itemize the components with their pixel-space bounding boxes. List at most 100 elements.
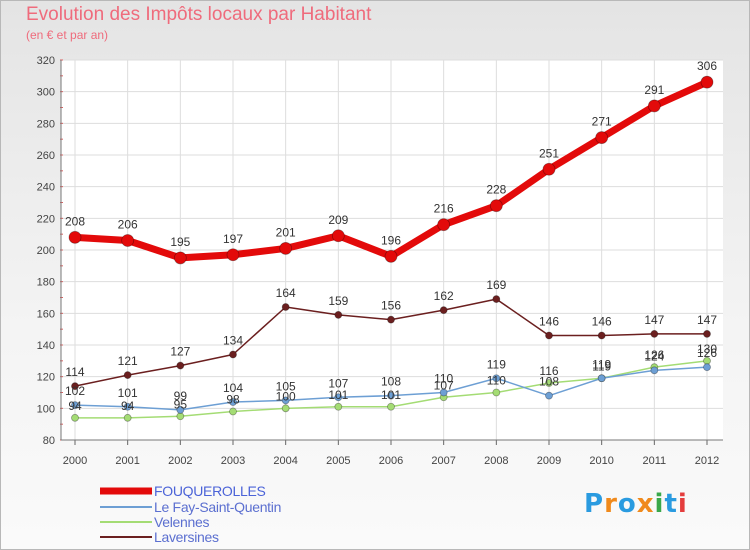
data-point <box>703 330 711 338</box>
x-tick-label: 2000 <box>63 455 87 467</box>
data-point <box>334 393 343 402</box>
data-label: 101 <box>118 386 138 400</box>
data-label: 306 <box>697 59 717 73</box>
data-label: 119 <box>592 357 611 371</box>
data-label: 94 <box>121 399 135 413</box>
data-point <box>387 391 395 400</box>
data-point <box>229 407 237 416</box>
data-label: 127 <box>170 345 190 359</box>
data-point <box>489 199 503 213</box>
data-point <box>492 374 501 383</box>
data-label: 116 <box>539 364 558 378</box>
logo-letter: t <box>664 489 678 519</box>
data-label: 104 <box>223 381 243 395</box>
data-label: 216 <box>434 202 454 216</box>
logo-letter: x <box>636 489 655 519</box>
data-label: 169 <box>486 278 506 292</box>
data-label: 110 <box>487 374 506 388</box>
data-point <box>71 382 79 391</box>
data-label: 146 <box>592 315 612 329</box>
data-point <box>700 75 714 89</box>
x-tick-label: 2004 <box>273 455 297 467</box>
data-label: 134 <box>223 334 243 348</box>
y-tick-label: 80 <box>43 435 55 447</box>
legend-label: Velennes <box>154 514 210 530</box>
data-point <box>545 391 553 400</box>
data-label: 100 <box>276 389 296 403</box>
x-tick-label: 2007 <box>431 455 455 467</box>
x-tick-label: 2011 <box>643 455 667 467</box>
data-label: 126 <box>697 346 717 360</box>
legend-label: Laversines <box>154 529 219 545</box>
data-point <box>650 330 659 338</box>
data-point <box>123 371 132 379</box>
data-point <box>647 99 661 113</box>
data-label: 201 <box>276 225 296 239</box>
data-label: 159 <box>328 294 348 308</box>
data-point <box>123 413 132 422</box>
data-label: 105 <box>276 379 296 393</box>
data-label: 162 <box>434 289 454 303</box>
data-label: 147 <box>644 313 664 327</box>
data-point <box>121 234 135 247</box>
data-label: 98 <box>226 393 240 407</box>
data-point <box>68 230 82 244</box>
data-point <box>279 242 293 255</box>
data-point <box>492 388 501 397</box>
logo-letter: r <box>604 489 618 519</box>
x-tick-label: 2001 <box>115 455 139 467</box>
y-tick-label: 160 <box>37 308 55 320</box>
data-label: 114 <box>65 365 84 379</box>
y-tick-label: 280 <box>37 118 55 130</box>
data-label: 251 <box>539 146 559 160</box>
data-point <box>595 131 609 144</box>
data-point <box>703 363 711 372</box>
data-point <box>173 251 187 265</box>
data-label: 102 <box>65 384 85 398</box>
data-point <box>176 361 185 370</box>
data-point <box>331 229 345 243</box>
data-label: 126 <box>644 348 664 362</box>
logo-letter: i <box>677 489 688 519</box>
data-point <box>387 315 395 324</box>
data-point <box>492 295 501 303</box>
data-label: 101 <box>381 388 401 402</box>
data-label: 119 <box>592 359 611 373</box>
logo-letter: P <box>584 489 605 519</box>
legend-label: Le Fay-Saint-Quentin <box>154 499 282 515</box>
chart-title: Evolution des Impôts locaux par Habitant <box>26 4 372 25</box>
data-label: 130 <box>697 342 717 356</box>
data-point <box>334 402 343 411</box>
x-tick-label: 2010 <box>589 455 613 467</box>
data-label: 196 <box>381 233 401 247</box>
data-label: 101 <box>328 388 348 402</box>
legend-label: FOUQUEROLLES <box>154 483 266 499</box>
x-tick-label: 2008 <box>484 455 508 467</box>
data-label: 99 <box>174 389 188 403</box>
data-point <box>226 248 240 262</box>
y-tick-label: 260 <box>37 150 55 162</box>
logo-letter: i <box>654 489 665 519</box>
data-label: 206 <box>118 218 138 232</box>
data-label: 119 <box>487 357 506 371</box>
data-label: 209 <box>328 213 348 227</box>
data-label: 164 <box>276 286 296 300</box>
data-label: 95 <box>174 397 188 411</box>
data-point <box>439 306 448 315</box>
data-point <box>387 402 395 411</box>
data-label: 197 <box>223 232 243 246</box>
data-label: 291 <box>644 83 664 97</box>
data-point <box>542 162 556 176</box>
y-tick-label: 180 <box>37 277 55 289</box>
data-label: 108 <box>381 375 401 389</box>
data-point <box>229 398 237 406</box>
data-label: 121 <box>118 354 138 368</box>
y-tick-label: 200 <box>37 245 55 257</box>
data-point <box>281 404 290 413</box>
data-point <box>334 311 343 319</box>
data-point <box>439 388 448 397</box>
chart-subtitle: (en € et par an) <box>26 28 109 42</box>
y-tick-label: 240 <box>37 182 55 194</box>
x-tick-label: 2012 <box>695 455 719 467</box>
x-tick-label: 2003 <box>221 455 245 467</box>
